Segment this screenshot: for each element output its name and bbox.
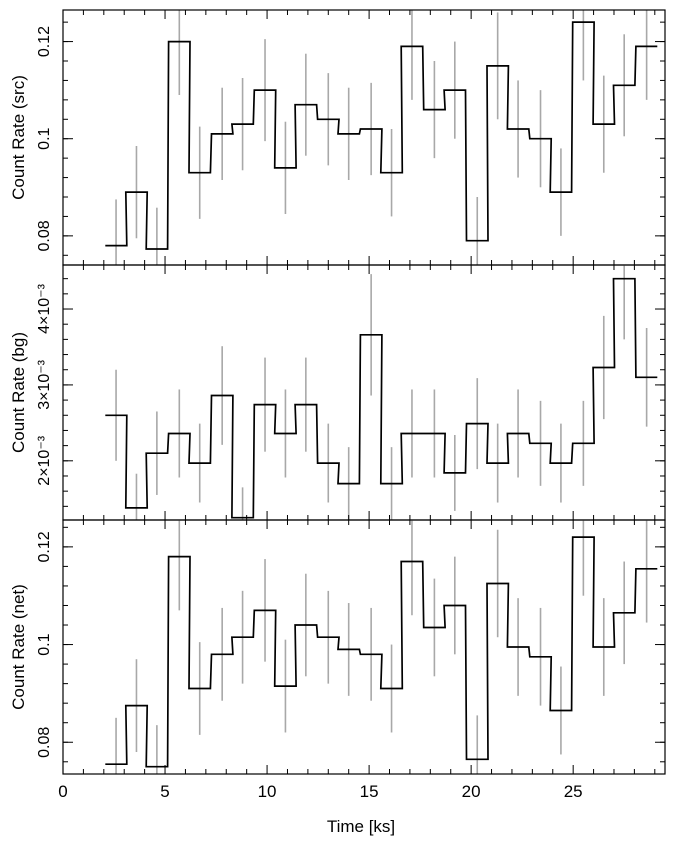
step-series-line <box>105 21 658 250</box>
x-axis-label: Time [ks] <box>327 817 395 836</box>
y-axis-label: Count Rate (net) <box>9 584 28 710</box>
step-series-line <box>105 536 658 768</box>
x-tick-label: 15 <box>360 782 379 801</box>
y-tick-label: 0.08 <box>36 727 53 758</box>
step-series-line <box>105 277 658 519</box>
x-tick-label: 20 <box>462 782 481 801</box>
plot-frame <box>62 264 666 521</box>
y-axis-label: Count Rate (bg) <box>9 332 28 453</box>
panel-net: 0.08 0.1 0.12 Count Rate (net) 0 5 10 15 20 25 Tim… <box>9 519 666 836</box>
y-tick-label: 0.1 <box>36 127 53 149</box>
x-tick-label: 10 <box>258 782 277 801</box>
panel-src: 0.08 0.1 0.12 Count Rate (src) <box>9 9 666 266</box>
y-tick-label: 0.1 <box>36 633 53 655</box>
plot-frame <box>62 9 666 266</box>
y-axis-label: Count Rate (src) <box>9 75 28 200</box>
x-tick-label: 0 <box>58 782 67 801</box>
x-tick-label: 5 <box>160 782 169 801</box>
x-tick-label: 25 <box>564 782 583 801</box>
y-tick-label: 4×10⁻³ <box>36 283 53 333</box>
panel-bg: 2×10⁻³ 3×10⁻³ 4×10⁻³ Count Rate (bg) <box>9 264 666 521</box>
y-tick-label: 2×10⁻³ <box>36 435 53 485</box>
y-tick-label: 3×10⁻³ <box>36 359 53 409</box>
y-tick-label: 0.12 <box>36 531 53 562</box>
y-tick-label: 0.12 <box>36 26 53 57</box>
y-tick-label: 0.08 <box>36 220 53 251</box>
plot-frame <box>62 519 666 775</box>
